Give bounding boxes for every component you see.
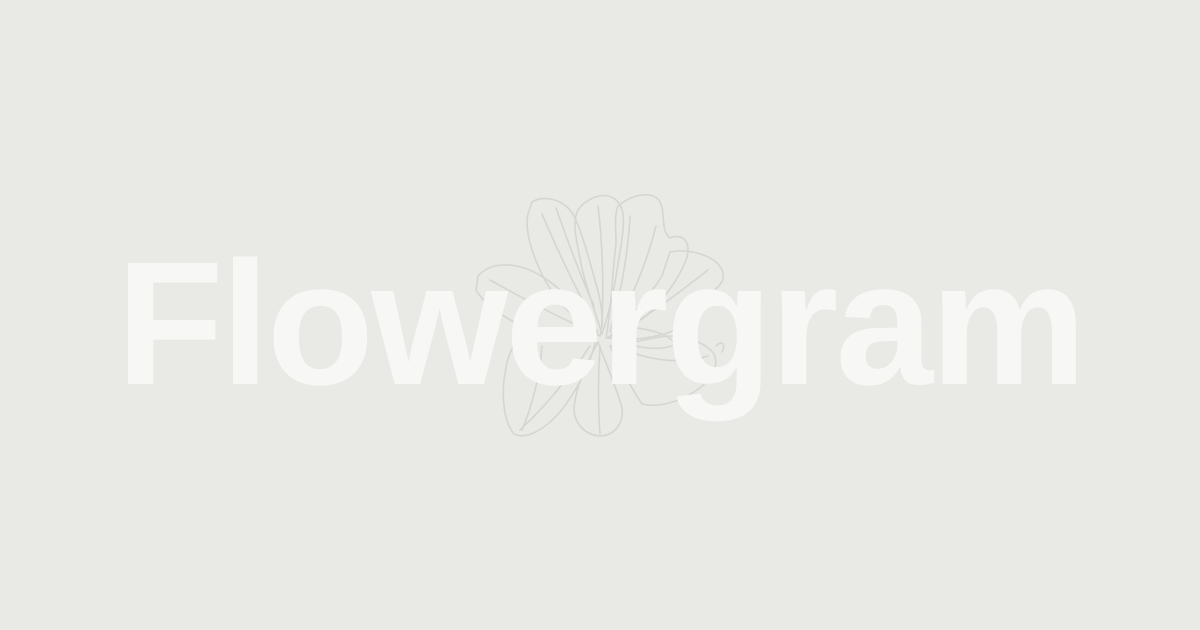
- brand-wordmark: Flowergram: [116, 226, 1087, 422]
- flower-illustration-icon: [470, 186, 740, 444]
